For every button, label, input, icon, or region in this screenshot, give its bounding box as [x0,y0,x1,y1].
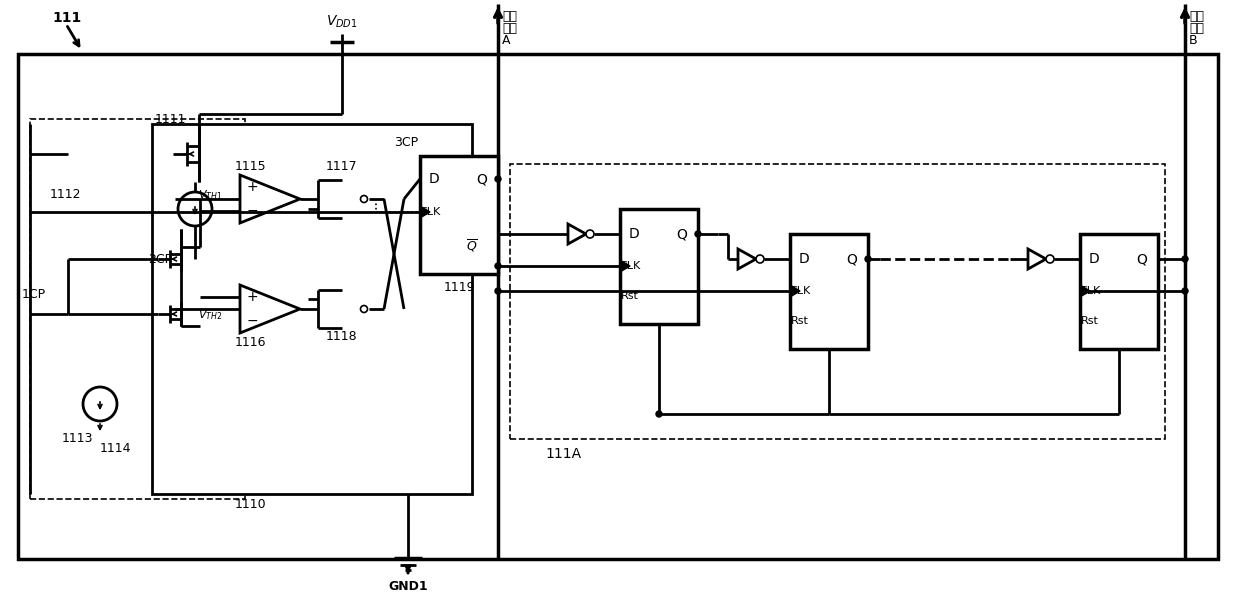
Circle shape [656,411,662,417]
Text: D: D [1089,252,1100,266]
Text: +: + [247,180,258,194]
Text: 载波: 载波 [502,10,517,23]
Text: D: D [629,227,640,241]
Text: B: B [1189,34,1198,47]
Text: 111A: 111A [546,447,582,461]
Polygon shape [420,206,430,218]
Text: $V_{DD1}$: $V_{DD1}$ [326,14,358,30]
Text: 1112: 1112 [50,187,82,201]
Text: 信号: 信号 [502,22,517,35]
Circle shape [495,176,501,182]
Circle shape [495,288,501,294]
Text: D: D [429,172,439,186]
Text: 1113: 1113 [62,432,93,446]
Text: $\overline{Q}$: $\overline{Q}$ [466,238,477,254]
Polygon shape [1080,285,1090,297]
Text: 1117: 1117 [326,160,357,173]
Text: 信号: 信号 [1189,22,1204,35]
Text: GND1: GND1 [388,580,428,593]
Circle shape [1182,288,1188,294]
Text: 载波: 载波 [1189,10,1204,23]
Text: 1CP: 1CP [22,287,46,300]
Bar [153,124,472,494]
Text: Rst: Rst [791,316,808,326]
Text: Q: Q [677,227,687,241]
Text: Q: Q [1137,252,1147,266]
Text: Rst: Rst [621,291,639,301]
Bar [30,119,246,499]
Text: Rst: Rst [1081,316,1099,326]
Bar [420,156,498,274]
Text: 1118: 1118 [326,330,357,343]
Text: 1119: 1119 [443,281,475,293]
Bar [510,164,1166,439]
Text: 3CP: 3CP [394,136,418,149]
Text: CLK: CLK [419,207,440,217]
Text: +: + [247,290,258,304]
Circle shape [866,256,870,262]
Text: $V_{TH1}$: $V_{TH1}$ [197,188,222,202]
Text: D: D [799,252,810,266]
Circle shape [1182,256,1188,262]
Text: 111: 111 [52,11,82,25]
Circle shape [694,231,701,237]
Bar [620,209,698,324]
Polygon shape [790,285,800,297]
Text: 1116: 1116 [236,335,267,349]
Bar [1080,234,1158,349]
Text: 1110: 1110 [234,497,265,510]
Text: Q: Q [476,172,487,186]
Circle shape [179,192,212,226]
Text: A: A [502,34,511,47]
Text: 1114: 1114 [100,443,131,456]
Text: −: − [247,314,258,328]
Text: 1115: 1115 [236,160,267,173]
Circle shape [1047,255,1054,263]
Circle shape [587,230,594,238]
Text: CLK: CLK [790,286,811,296]
Circle shape [83,387,117,421]
Circle shape [495,263,501,269]
Circle shape [361,306,367,313]
Circle shape [756,255,764,263]
Text: Q: Q [847,252,857,266]
Circle shape [361,195,367,203]
Text: $V_{TH2}$: $V_{TH2}$ [197,308,222,322]
Text: −: − [247,204,258,218]
Bar [19,54,1218,559]
Text: CLK: CLK [619,261,641,271]
Bar [790,234,868,349]
Text: 2CP: 2CP [148,252,172,265]
Text: 1111: 1111 [155,112,186,125]
Text: CLK: CLK [1079,286,1101,296]
Polygon shape [620,260,630,272]
